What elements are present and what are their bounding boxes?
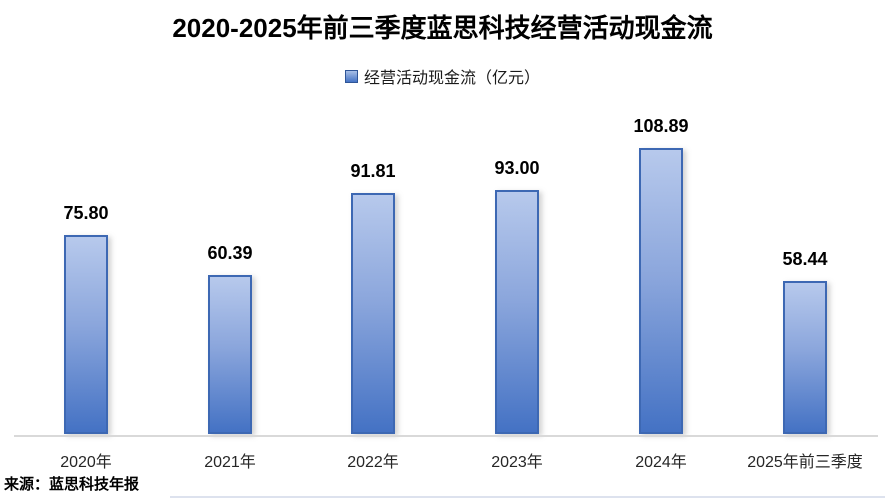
bar-value-label: 91.81 bbox=[350, 161, 396, 181]
x-axis-category-label: 2021年 bbox=[204, 454, 256, 471]
bar-2022年 bbox=[351, 193, 395, 434]
bottom-divider bbox=[170, 496, 885, 498]
x-axis-line bbox=[14, 435, 878, 437]
bar-value-label: 108.89 bbox=[633, 116, 689, 136]
x-axis-category-label: 2023年 bbox=[491, 454, 543, 471]
bar-value-label: 75.80 bbox=[63, 203, 109, 223]
legend-label: 经营活动现金流（亿元） bbox=[363, 70, 540, 87]
bar-2024年 bbox=[639, 148, 683, 434]
x-axis-category-label: 2025年前三季度 bbox=[747, 454, 863, 471]
chart-title: 2020-2025年前三季度蓝思科技经营活动现金流 bbox=[172, 13, 713, 43]
bar-value-label: 60.39 bbox=[207, 243, 253, 263]
legend-marker-icon bbox=[344, 69, 358, 83]
bar-2021年 bbox=[208, 275, 252, 434]
x-axis-category-label: 2020年 bbox=[60, 454, 112, 471]
x-axis-category-label: 2024年 bbox=[635, 454, 687, 471]
source-note: 来源：蓝思科技年报 bbox=[4, 476, 140, 493]
x-axis-category-label: 2022年 bbox=[347, 454, 399, 471]
bar-2020年 bbox=[64, 235, 108, 434]
bar-value-label: 58.44 bbox=[782, 249, 828, 269]
legend: 经营活动现金流（亿元） bbox=[0, 64, 885, 88]
bar-value-label: 93.00 bbox=[494, 158, 540, 178]
bar-2025年前三季度 bbox=[783, 281, 827, 434]
bar-2023年 bbox=[495, 190, 539, 434]
